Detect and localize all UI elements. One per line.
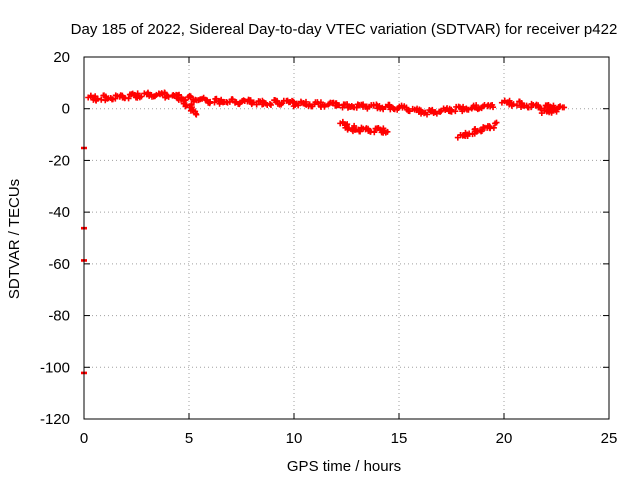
data-point [495,123,497,125]
y-tick-label: -20 [48,152,70,169]
data-point [490,125,492,127]
trace-marker [289,98,296,105]
trace-marker [493,119,500,126]
trace-marker [357,128,364,135]
trace-marker [339,104,346,111]
y-tick-label: -100 [40,359,70,376]
series-branch-near-5h [175,94,200,118]
trace-marker [138,93,145,100]
trace-marker [274,97,281,104]
trace-marker [253,101,260,108]
trace-marker [556,103,563,110]
trace-marker [514,102,521,109]
data-point [196,112,198,114]
trace-marker [465,106,472,113]
grid [84,57,609,419]
trace-marker [452,108,459,115]
x-tick-label: 20 [496,430,513,447]
y-tick-label: -120 [40,411,70,428]
trace-marker [182,103,189,110]
trace-marker [94,95,101,102]
trace-marker [336,102,343,109]
data-point [493,105,494,107]
series-branch-18h-19h [454,119,500,141]
y-axis-label: SDTVAR / TECUs [6,179,23,299]
y-tick-label: -80 [48,308,70,325]
trace-marker [384,128,391,135]
y-tick-label: 20 [53,49,70,66]
data-series [81,89,568,375]
data-point [541,106,543,108]
trace-marker [193,111,200,118]
x-tick-label: 15 [391,430,408,447]
trace-marker [424,111,430,118]
trace-marker [437,108,444,115]
trace-marker [266,100,273,107]
data-point [346,125,347,127]
data-point [558,108,560,110]
trace-marker [553,108,560,115]
axis-ticks: 0 5 10 15 20 25 -120 -100 -80 -60 -40 -20 0 20 [40,49,617,447]
y-tick-label: 0 [62,101,70,118]
x-tick-label: 5 [185,430,193,447]
trace-marker [490,124,497,131]
y-tick-label: -60 [48,256,70,273]
trace-marker [478,127,485,134]
chart-title: Day 185 of 2022, Sidereal Day-to-day VTE… [71,21,618,38]
trace-marker [267,102,274,109]
trace-marker [321,102,328,109]
trace-marker [295,102,302,109]
data-point [509,102,511,104]
x-tick-label: 10 [286,430,303,447]
y-tick-label: -40 [48,204,70,221]
plot-frame [83,56,610,420]
x-axis-label: GPS time / hours [287,458,401,475]
trace-marker [165,93,172,100]
series-branch-12h-14h [337,118,391,136]
x-tick-label: 0 [80,430,88,447]
data-point [388,129,389,131]
trace-marker [125,95,132,102]
x-tick-label: 25 [601,430,618,447]
trace-marker [550,107,557,114]
trace-marker [490,104,497,111]
trace-marker [510,101,517,108]
data-point [272,102,274,104]
data-point [562,107,564,109]
trace-marker [371,129,378,136]
series-branch-near-22h [538,103,563,117]
data-point [371,129,373,131]
series-main-trace [85,89,568,118]
data-point [125,95,127,97]
